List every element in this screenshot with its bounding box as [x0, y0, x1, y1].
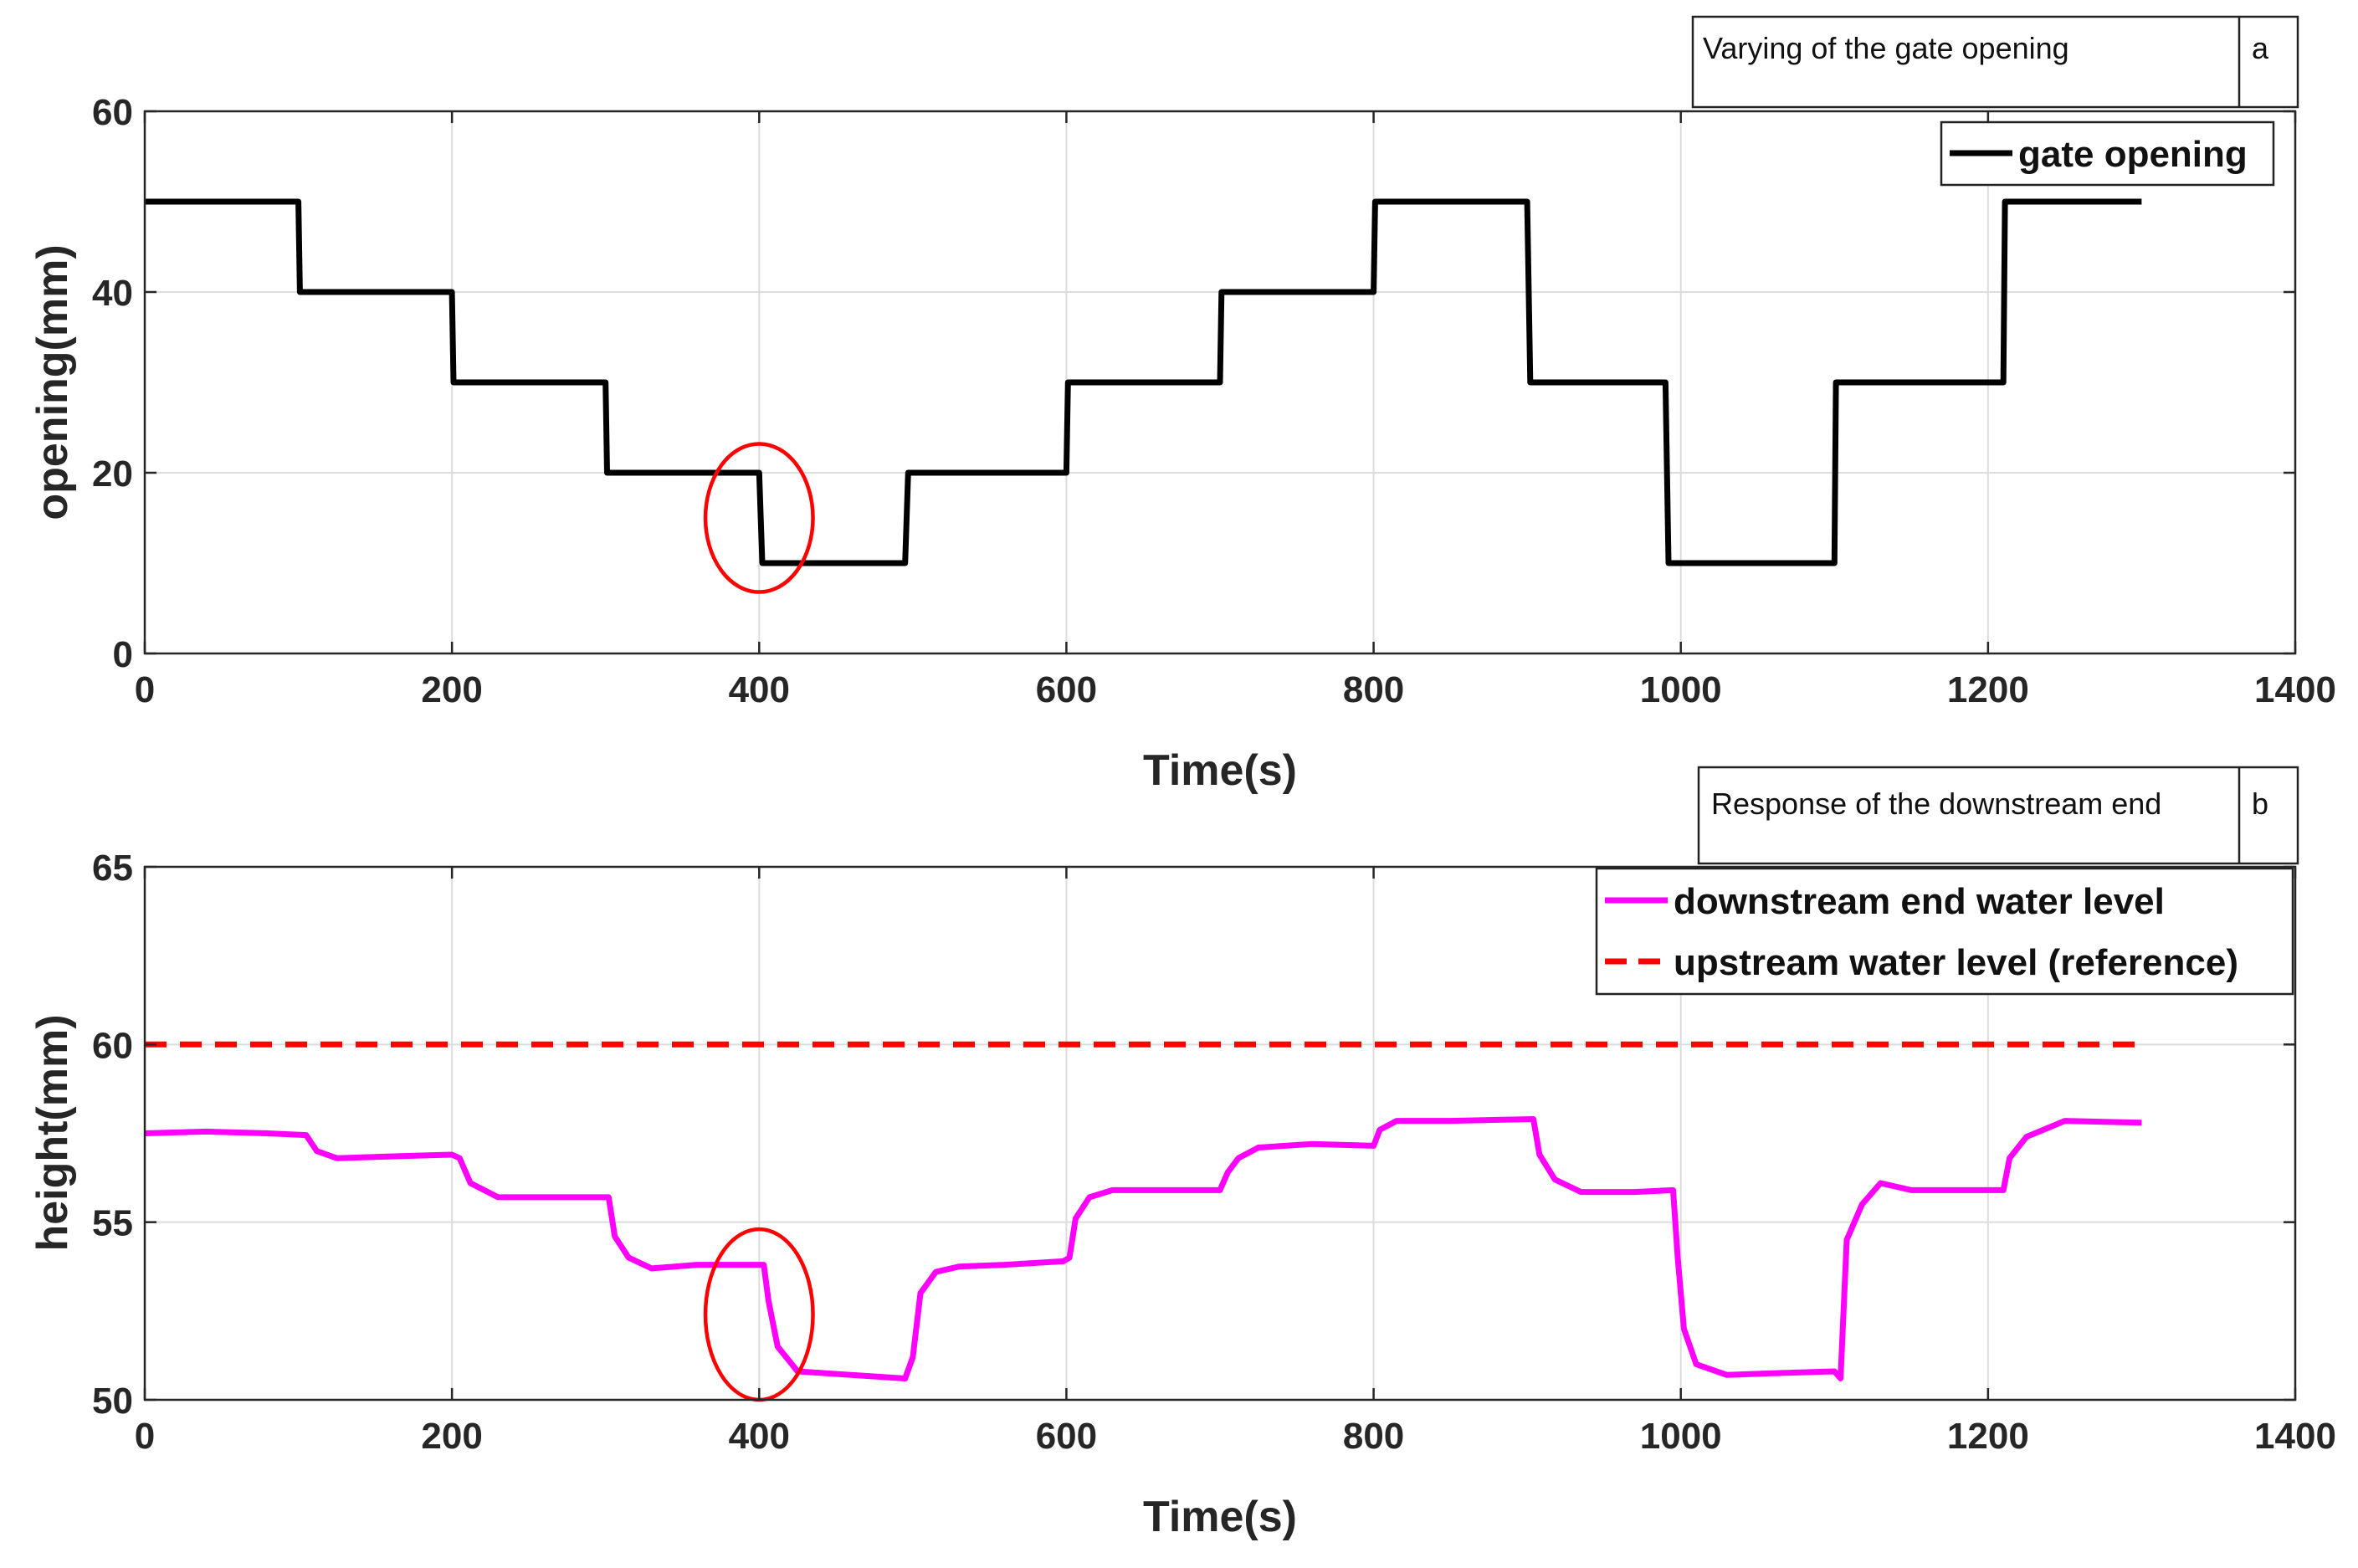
ticks-a: 0 200 400 600 800 1000 1200 1400 0 20 40 60	[92, 92, 2336, 710]
chart-title-a: Varying of the gate opening	[1703, 31, 2069, 65]
highlight-ellipse	[703, 442, 815, 594]
x-tick-label: 1000	[1640, 1416, 1722, 1457]
ticks-b: 0 200 400 600 800 1000 1200 1400 50 55 60 65	[92, 848, 2336, 1457]
y-axis-label-b: height(mm)	[28, 1014, 77, 1251]
y-tick-label: 65	[92, 848, 133, 889]
x-tick-label: 600	[1036, 1416, 1097, 1457]
panel-a: Varying of the gate opening a 0 200 400 600…	[28, 15, 2336, 795]
y-tick-label: 40	[92, 273, 133, 314]
y-tick-label: 50	[92, 1381, 133, 1422]
title-box-b: Response of the downstream end b	[1697, 766, 2299, 865]
x-tick-label: 600	[1036, 669, 1097, 710]
series-group-b	[144, 1041, 2142, 1381]
x-tick-label: 1400	[2254, 1416, 2336, 1457]
panel-b: Response of the downstream end b 0 200 400…	[28, 766, 2336, 1541]
axes-frame-a	[143, 110, 2297, 655]
x-tick-label: 0	[135, 1416, 155, 1457]
x-tick-label: 800	[1343, 669, 1404, 710]
y-tick-label: 0	[113, 634, 133, 675]
panel-label-b: b	[2252, 787, 2268, 821]
axes-frame-b	[143, 865, 2297, 1401]
legend-b: downstream end water level upstream wate…	[1595, 867, 2294, 996]
x-tick-label: 400	[729, 1416, 790, 1457]
legend-a: gate opening	[1940, 120, 2275, 187]
x-tick-label: 1000	[1640, 669, 1722, 710]
series-line-gate-opening	[145, 198, 2142, 566]
x-axis-label-b: Time(s)	[1143, 1493, 1297, 1541]
chart-title-b: Response of the downstream end	[1711, 787, 2161, 821]
series-line-downstream-end-water-level	[144, 1116, 2142, 1381]
y-tick-label: 60	[92, 1025, 133, 1066]
legend-label-gate-opening: gate opening	[2018, 134, 2248, 175]
x-tick-label: 1400	[2254, 669, 2336, 710]
x-tick-label: 0	[135, 669, 155, 710]
legend-label-upstream: upstream water level (reference)	[1674, 942, 2238, 983]
legend-box-b	[1595, 867, 2294, 996]
x-tick-label: 1200	[1947, 669, 2029, 710]
x-tick-label: 800	[1343, 1416, 1404, 1457]
x-tick-label: 400	[729, 669, 790, 710]
panel-label-a: a	[2252, 31, 2269, 65]
y-axis-label-a: opening(mm)	[28, 244, 77, 520]
x-tick-label: 1200	[1947, 1416, 2029, 1457]
x-tick-label: 200	[421, 669, 482, 710]
series-group-a	[145, 198, 2142, 566]
y-tick-label: 55	[92, 1203, 133, 1244]
x-axis-label-a: Time(s)	[1143, 746, 1297, 795]
annotations-a	[703, 442, 815, 594]
legend-label-downstream: downstream end water level	[1674, 881, 2165, 922]
x-tick-label: 200	[421, 1416, 482, 1457]
y-tick-label: 20	[92, 453, 133, 494]
y-tick-label: 60	[92, 92, 133, 133]
title-box-a: Varying of the gate opening a	[1691, 15, 2299, 109]
